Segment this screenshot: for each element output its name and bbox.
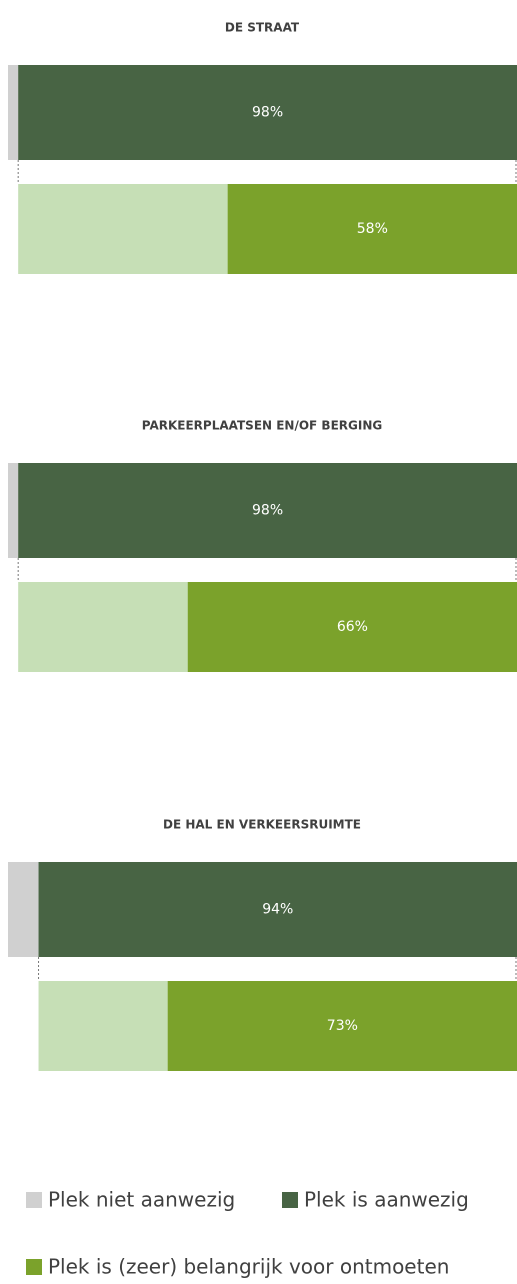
bar-segment (167, 981, 517, 1071)
data-label: 98% (252, 105, 283, 121)
legend-swatch (26, 1192, 42, 1208)
bar-segment (18, 65, 517, 160)
bar-segment (227, 184, 517, 274)
bar-segment (18, 463, 517, 558)
data-label: 98% (252, 503, 283, 519)
data-label: 94% (262, 902, 293, 918)
legend-swatch (26, 1259, 42, 1275)
legend-label: Plek niet aanwezig (48, 1188, 235, 1212)
bar-segment (8, 862, 39, 957)
data-label: 73% (327, 1018, 358, 1034)
panel-title: PARKEERPLAATSEN EN/OF BERGING (142, 419, 382, 433)
panel-title: DE STRAAT (225, 21, 300, 35)
legend-swatch (282, 1192, 298, 1208)
bar-segment (187, 582, 517, 672)
data-label: 66% (337, 619, 368, 635)
legend-label: Plek is (zeer) belangrijk voor ontmoeten (48, 1255, 449, 1279)
panel-title: DE HAL EN VERKEERSRUIMTE (163, 818, 361, 832)
bar-segment (8, 65, 19, 160)
legend-label: Plek is aanwezig (304, 1188, 469, 1212)
data-label: 58% (357, 221, 388, 237)
bar-segment (8, 463, 19, 558)
bar-segment (38, 862, 517, 957)
